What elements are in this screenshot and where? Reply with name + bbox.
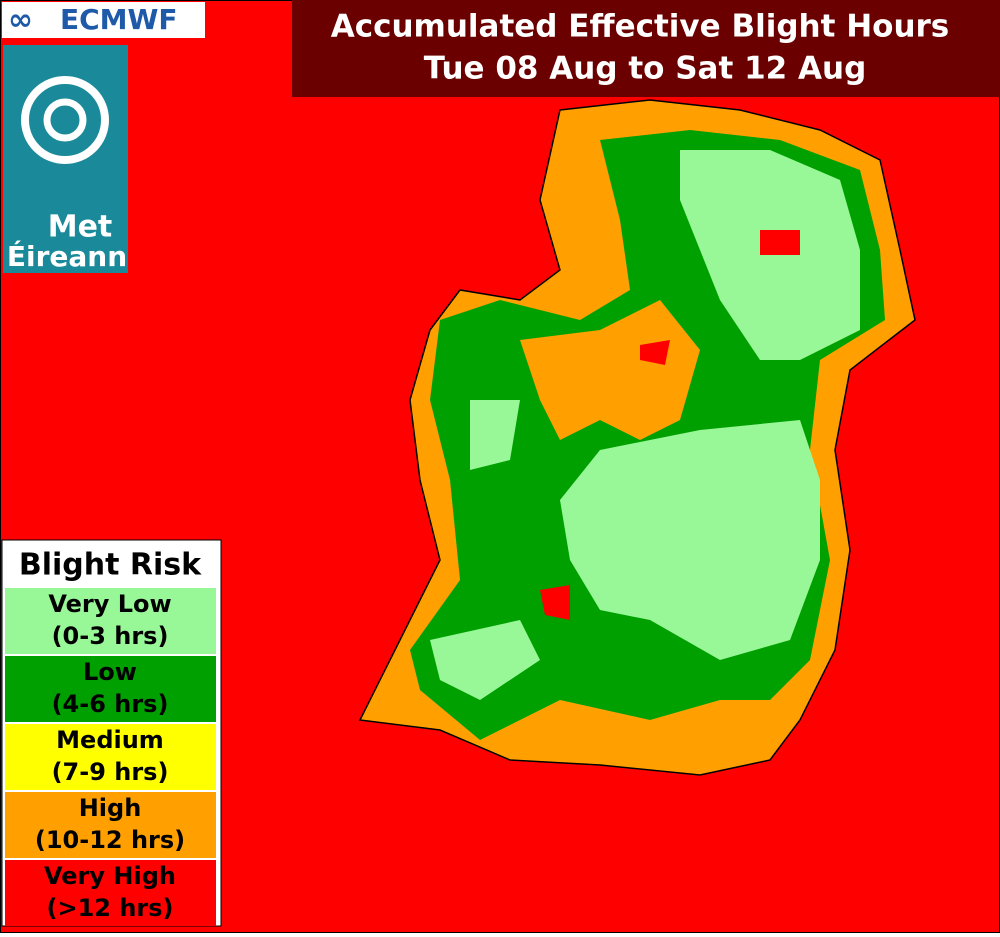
legend-range: (10-12 hrs) bbox=[35, 826, 185, 854]
header-box: Accumulated Effective Blight Hours Tue 0… bbox=[292, 0, 1000, 97]
title-line: Tue 08 Aug to Sat 12 Aug bbox=[424, 51, 867, 87]
legend-swatch bbox=[5, 792, 216, 858]
legend-range: (7-9 hrs) bbox=[52, 758, 169, 786]
ecmwf-text: ECMWF bbox=[60, 3, 178, 36]
title-bg bbox=[292, 0, 1000, 97]
eireann-text: Éireann bbox=[7, 239, 127, 273]
legend-swatch bbox=[5, 588, 216, 654]
legend-label: Very Low bbox=[48, 590, 171, 618]
met-logo: Met Éireann bbox=[3, 45, 128, 273]
legend-range: (4-6 hrs) bbox=[52, 690, 169, 718]
ecmwf-logo: ∞ ECMWF bbox=[2, 2, 205, 38]
legend-range: (>12 hrs) bbox=[46, 894, 173, 922]
very-low-west bbox=[470, 400, 520, 470]
high-pocket bbox=[520, 300, 700, 440]
very-low-south bbox=[430, 620, 540, 700]
met-text: Met bbox=[48, 210, 113, 245]
legend-label: High bbox=[79, 794, 142, 822]
legend-range: (0-3 hrs) bbox=[52, 622, 169, 650]
legend-swatch bbox=[5, 860, 216, 926]
island bbox=[358, 99, 916, 776]
title-line: Accumulated Effective Blight Hours bbox=[331, 9, 950, 45]
logo-swirl bbox=[21, 76, 109, 164]
legend-title: Blight Risk bbox=[19, 548, 202, 583]
legend-label: Medium bbox=[56, 726, 164, 754]
legend-swatch bbox=[5, 656, 216, 722]
very-low-central bbox=[560, 420, 820, 660]
ecmwf-symbol: ∞ bbox=[8, 3, 33, 38]
legend-label: Very High bbox=[44, 862, 176, 890]
legend-swatch bbox=[5, 724, 216, 790]
legend: Blight Risk Very Low (0-3 hrs) Low (4-6 hrs… bbox=[1, 539, 222, 927]
logo-bg bbox=[2, 2, 205, 38]
logo-swirl bbox=[43, 98, 87, 142]
legend-label: Low bbox=[83, 658, 137, 686]
